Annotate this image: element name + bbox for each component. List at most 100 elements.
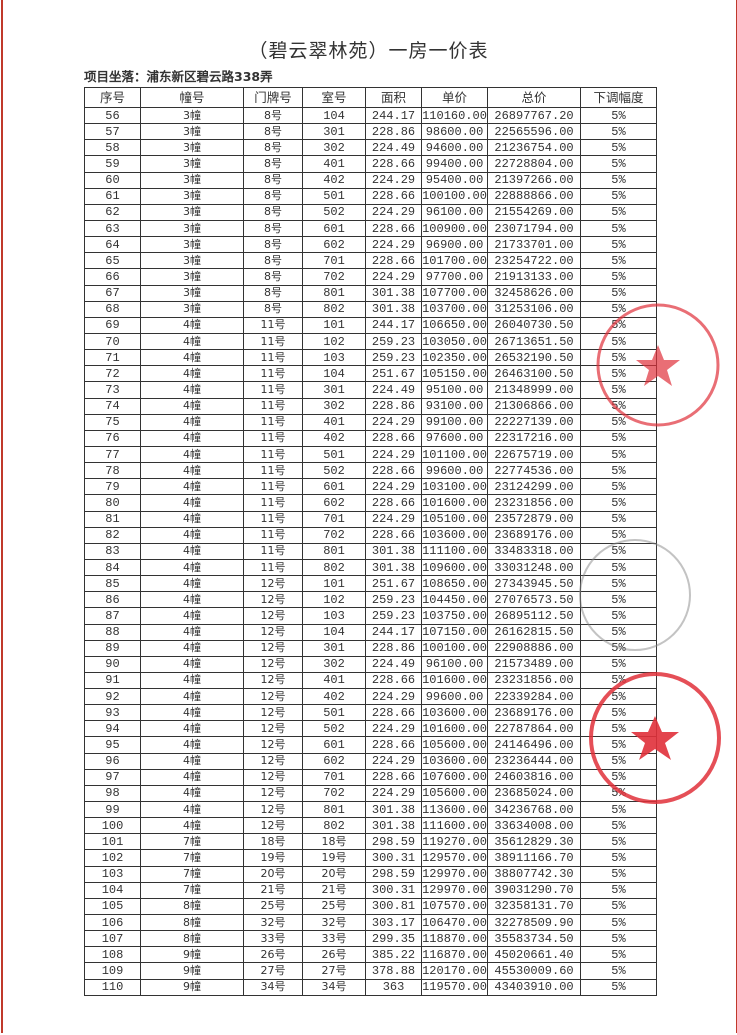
table-cell: 3幢 xyxy=(140,171,244,189)
table-cell: 11号 xyxy=(243,349,303,367)
table-cell: 702 xyxy=(302,526,366,544)
table-cell: 58 xyxy=(84,139,141,157)
table-cell: 5% xyxy=(580,155,657,173)
table-cell: 5% xyxy=(580,865,657,883)
table-cell: 23231856.00 xyxy=(487,494,581,512)
column-header: 门牌号 xyxy=(243,87,303,108)
table-cell: 97600.00 xyxy=(421,429,488,447)
table-cell: 21306866.00 xyxy=(487,397,581,415)
table-row: 88 4幢 12号 104 244.17 107150.00 26162815.50 5% xyxy=(84,623,657,641)
table-row: 63 3幢 8号 601 228.66 100900.00 23071794.00 5% xyxy=(84,219,657,238)
table-cell: 501 xyxy=(302,704,366,722)
table-cell: 96 xyxy=(84,752,141,770)
table-cell: 80 xyxy=(84,494,141,512)
table-row: 81 4幢 11号 701 224.29 105100.00 23572879.00 5% xyxy=(84,510,657,528)
table-cell: 19号 xyxy=(243,849,303,867)
table-cell: 5% xyxy=(580,349,657,367)
table-row: 77 4幢 11号 501 224.29 101100.00 22675719.00 5% xyxy=(84,445,657,464)
table-cell: 502 xyxy=(302,203,366,221)
table-cell: 5% xyxy=(580,655,657,673)
table-cell: 120170.00 xyxy=(421,962,488,980)
table-cell: 4幢 xyxy=(140,526,244,544)
table-cell: 601 xyxy=(302,219,366,238)
table-cell: 8号 xyxy=(243,284,303,302)
table-cell: 103600.00 xyxy=(421,704,488,722)
table-cell: 301.38 xyxy=(365,284,422,302)
table-cell: 301.38 xyxy=(365,542,422,560)
table-cell: 602 xyxy=(302,236,366,254)
table-cell: 33号 xyxy=(243,930,303,948)
table-cell: 23236444.00 xyxy=(487,752,581,770)
table-cell: 105150.00 xyxy=(421,365,488,383)
table-row: 70 4幢 11号 102 259.23 103050.00 26713651.50 5% xyxy=(84,332,657,351)
table-cell: 11号 xyxy=(243,381,303,399)
table-cell: 113600.00 xyxy=(421,801,488,819)
table-cell: 5% xyxy=(580,558,657,577)
table-cell: 502 xyxy=(302,720,366,738)
table-cell: 12号 xyxy=(243,720,303,738)
table-cell: 224.29 xyxy=(365,236,422,254)
table-cell: 25号 xyxy=(302,897,366,916)
table-cell: 22787864.00 xyxy=(487,720,581,738)
table-cell: 31253106.00 xyxy=(487,300,581,318)
table-row: 103 7幢 20号 20号 298.59 129970.00 38807742.30 5% xyxy=(84,865,657,883)
table-cell: 3幢 xyxy=(140,123,244,141)
table-cell: 244.17 xyxy=(365,316,422,334)
table-row: 108 9幢 26号 26号 385.22 116870.00 45020661.40 5% xyxy=(84,946,657,964)
table-cell: 224.49 xyxy=(365,139,422,157)
table-row: 66 3幢 8号 702 224.29 97700.00 21913133.00 5% xyxy=(84,268,657,286)
table-cell: 74 xyxy=(84,397,141,415)
table-cell: 22565596.00 xyxy=(487,123,581,141)
table-cell: 22675719.00 xyxy=(487,445,581,464)
table-cell: 228.86 xyxy=(365,397,422,415)
table-cell: 4幢 xyxy=(140,784,244,803)
table-cell: 67 xyxy=(84,284,141,302)
table-cell: 4幢 xyxy=(140,349,244,367)
table-cell: 228.66 xyxy=(365,252,422,270)
table-cell: 11号 xyxy=(243,332,303,351)
table-row: 90 4幢 12号 302 224.49 96100.00 21573489.00 5% xyxy=(84,655,657,673)
table-cell: 107570.00 xyxy=(421,897,488,916)
table-cell: 4幢 xyxy=(140,688,244,706)
table-cell: 93100.00 xyxy=(421,397,488,415)
table-cell: 8号 xyxy=(243,106,303,125)
table-cell: 81 xyxy=(84,510,141,528)
table-cell: 228.66 xyxy=(365,526,422,544)
table-cell: 107 xyxy=(84,930,141,948)
table-row: 60 3幢 8号 402 224.29 95400.00 21397266.00 5% xyxy=(84,171,657,189)
table-cell: 23572879.00 xyxy=(487,510,581,528)
table-cell: 5% xyxy=(580,881,657,899)
table-cell: 5% xyxy=(580,494,657,512)
column-header: 序号 xyxy=(84,87,141,108)
table-cell: 98 xyxy=(84,784,141,803)
table-cell: 21573489.00 xyxy=(487,655,581,673)
table-cell: 111600.00 xyxy=(421,817,488,835)
table-cell: 24146496.00 xyxy=(487,736,581,754)
table-cell: 801 xyxy=(302,801,366,819)
table-cell: 601 xyxy=(302,736,366,754)
table-cell: 5% xyxy=(580,833,657,851)
table-row: 59 3幢 8号 401 228.66 99400.00 22728804.00 5% xyxy=(84,155,657,173)
table-cell: 224.29 xyxy=(365,268,422,286)
table-cell: 11号 xyxy=(243,526,303,544)
table-cell: 12号 xyxy=(243,639,303,657)
table-cell: 5% xyxy=(580,607,657,625)
table-cell: 5% xyxy=(580,752,657,770)
table-cell: 103 xyxy=(302,349,366,367)
table-cell: 70 xyxy=(84,332,141,351)
table-cell: 3幢 xyxy=(140,236,244,254)
table-cell: 8号 xyxy=(243,123,303,141)
table-cell: 4幢 xyxy=(140,510,244,528)
table-cell: 224.29 xyxy=(365,413,422,431)
table-cell: 21397266.00 xyxy=(487,171,581,189)
table-cell: 5% xyxy=(580,623,657,641)
table-row: 99 4幢 12号 801 301.38 113600.00 34236768.00 5% xyxy=(84,801,657,819)
table-cell: 702 xyxy=(302,784,366,803)
table-cell: 11号 xyxy=(243,365,303,383)
table-cell: 107150.00 xyxy=(421,623,488,641)
table-cell: 32458626.00 xyxy=(487,284,581,302)
table-cell: 32号 xyxy=(243,914,303,932)
table-cell: 4幢 xyxy=(140,817,244,835)
table-cell: 12号 xyxy=(243,688,303,706)
table-cell: 89 xyxy=(84,639,141,657)
